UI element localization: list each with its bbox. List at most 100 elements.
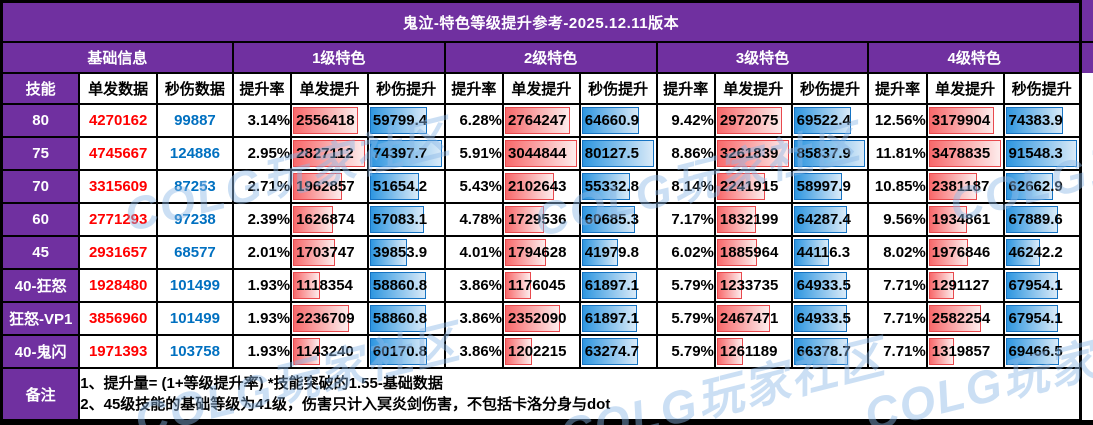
single-uplift-cell: 2556418 (290, 103, 369, 138)
rate-cell: 5.79% (655, 301, 716, 336)
base-dps-cell: 103758 (156, 334, 234, 369)
blue-data-bar (369, 338, 428, 365)
dps-uplift-value: 85837.9 (796, 145, 851, 162)
rate-cell: 1.93% (231, 301, 293, 336)
blue-data-bar (1005, 305, 1058, 332)
base-dps-cell: 99887 (156, 103, 234, 138)
red-data-bar (505, 206, 545, 233)
blue-data-bar (793, 305, 848, 332)
single-uplift-value: 1832199 (719, 211, 779, 228)
red-data-bar (505, 140, 577, 167)
single-uplift-cell: 1976846 (925, 235, 1005, 270)
notes-cell: 1、提升量= (1+等级提升率) *技能突破的1.55-基础数据 2、45级技能的… (78, 367, 1082, 422)
red-data-bar (716, 206, 756, 233)
red-data-bar (716, 272, 743, 299)
dps-uplift-cell: 58860.8 (366, 268, 446, 303)
dps-uplift-value: 51654.2 (372, 178, 428, 195)
note-line-1: 1、提升量= (1+等级提升率) *技能突破的1.55-基础数据 (80, 375, 443, 392)
single-uplift-cell: 1261189 (713, 334, 793, 369)
rate-cell: 3.86% (443, 268, 505, 303)
dps-uplift-cell: 61897.1 (578, 268, 658, 303)
dps-uplift-cell: 64933.5 (790, 268, 870, 303)
dps-uplift-value: 41979.8 (584, 244, 640, 261)
dps-uplift-value: 61897.1 (584, 310, 640, 327)
dps-uplift-cell: 51654.2 (366, 169, 446, 204)
dps-uplift-cell: 62662.9 (1002, 169, 1082, 204)
red-data-bar (928, 338, 955, 365)
single-uplift-value: 2556418 (296, 112, 355, 129)
rate-cell: 11.81% (867, 136, 928, 171)
rate-cell: 3.86% (443, 301, 505, 336)
red-data-bar (928, 305, 982, 332)
rate-cell: 9.56% (867, 202, 928, 237)
rate-cell: 4.78% (443, 202, 505, 237)
dps-uplift-value: 67889.6 (1008, 211, 1063, 228)
rate-cell: 2.01% (231, 235, 293, 270)
dps-uplift-value: 91548.3 (1008, 145, 1063, 162)
single-uplift-cell: 1233735 (713, 268, 793, 303)
rate-cell: 7.71% (867, 301, 928, 336)
red-data-bar (716, 107, 782, 134)
tier2-column-header-1: 单发提升 (502, 72, 581, 105)
dps-uplift-value: 44116.3 (796, 244, 851, 261)
single-uplift-value: 1291127 (931, 277, 990, 294)
tier3-column-header-2: 秒伤提升 (790, 72, 870, 105)
red-data-bar (505, 239, 547, 266)
dps-uplift-value: 63274.7 (584, 343, 640, 360)
single-uplift-value: 2381187 (931, 178, 990, 195)
red-data-bar (716, 239, 758, 266)
rate-cell: 6.28% (443, 103, 505, 138)
single-uplift-value: 2241915 (719, 178, 779, 195)
blue-data-bar (369, 140, 442, 167)
skill-cell: 40-鬼闪 (0, 334, 81, 369)
dps-uplift-cell: 91548.3 (1002, 136, 1082, 171)
dps-uplift-cell: 61897.1 (578, 301, 658, 336)
note-line-2: 2、45级技能的基础等级为41级，伤害只计入冥炎剑伤害，不包括卡洛分身与dot (80, 396, 611, 413)
dps-uplift-value: 59799.4 (372, 112, 428, 129)
single-uplift-cell: 3044844 (502, 136, 581, 171)
blue-data-bar (793, 206, 847, 233)
tier4-column-header-1: 单发提升 (925, 72, 1005, 105)
single-uplift-value: 2972075 (719, 112, 779, 129)
dps-uplift-cell: 69466.5 (1002, 334, 1082, 369)
group-header-0: 基础信息 (0, 41, 234, 74)
dps-uplift-value: 60170.8 (372, 343, 428, 360)
single-uplift-cell: 2381187 (925, 169, 1005, 204)
sliver-gridline (1081, 41, 1093, 43)
single-uplift-value: 1729536 (508, 211, 567, 228)
red-data-bar (928, 239, 969, 266)
red-data-bar (716, 173, 766, 200)
dps-uplift-value: 66378.7 (796, 343, 851, 360)
table-row: 45 2931657 68577 2.01% 1703747 39853.9 4.01% 17… (0, 235, 1082, 270)
single-uplift-cell: 2582254 (925, 301, 1005, 336)
dps-uplift-cell: 64287.4 (790, 202, 870, 237)
single-uplift-cell: 1202215 (502, 334, 581, 369)
dps-uplift-value: 64933.5 (796, 310, 851, 327)
red-data-bar (293, 140, 365, 167)
group-header-1: 1级特色 (231, 41, 446, 74)
blue-data-bar (1005, 338, 1060, 365)
page-title: 鬼泣-特色等级提升参考-2025.12.11版本 (0, 0, 1082, 43)
base-single-cell: 2771293 (78, 202, 159, 237)
single-uplift-cell: 1832199 (713, 202, 793, 237)
dps-uplift-cell: 58860.8 (366, 301, 446, 336)
tier1-column-header-1: 单发提升 (290, 72, 369, 105)
notes-row: 备注 1、提升量= (1+等级提升率) *技能突破的1.55-基础数据 2、45级技… (0, 367, 1082, 422)
rate-cell: 5.79% (655, 334, 716, 369)
base-column-header-1: 秒伤数据 (156, 72, 234, 105)
tier1-column-header-2: 秒伤提升 (366, 72, 446, 105)
skill-cell: 60 (0, 202, 81, 237)
red-data-bar (293, 173, 343, 200)
dps-uplift-cell: 44116.3 (790, 235, 870, 270)
red-data-bar (293, 239, 336, 266)
table-row: 狂怒-VP1 3856960 101499 1.93% 2236709 58860.8 3.… (0, 301, 1082, 336)
single-uplift-value: 3261839 (719, 145, 779, 162)
dps-uplift-value: 60685.3 (584, 211, 640, 228)
table-head: 鬼泣-特色等级提升参考-2025.12.11版本 基础信息 1级特色 2级特色 3级特色… (0, 0, 1082, 105)
single-uplift-value: 1885964 (719, 244, 779, 261)
dps-uplift-value: 55332.8 (584, 178, 640, 195)
skill-cell: 狂怒-VP1 (0, 301, 81, 336)
single-uplift-value: 2467471 (719, 310, 779, 327)
dps-uplift-cell: 85837.9 (790, 136, 870, 171)
